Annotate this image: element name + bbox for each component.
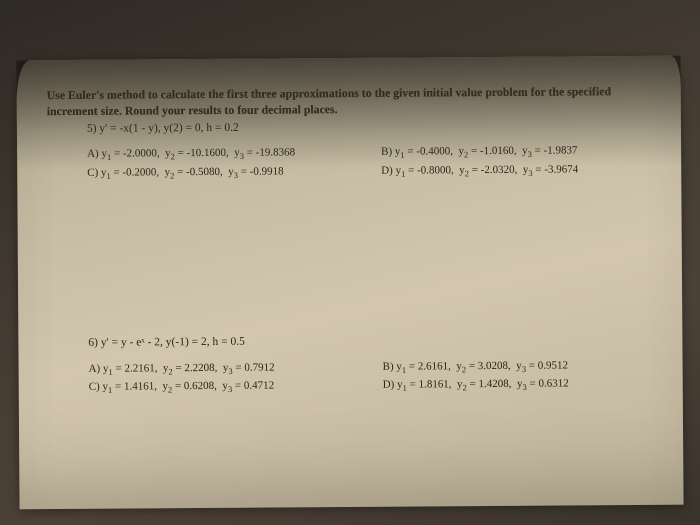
q6-b-label: B) (383, 360, 394, 372)
q6-a-y1: 2.2161 (124, 362, 154, 374)
q5-a-y1: -2.0000 (123, 148, 157, 160)
q6-b-y2: 3.0208 (478, 359, 508, 371)
q6-a-y3: 0.7912 (244, 361, 274, 373)
q5-d-y3: -3.9674 (544, 164, 578, 176)
q6-d-y1: 1.8161 (419, 379, 449, 391)
q5-b-label: B) (381, 146, 392, 158)
q6-option-c: C) y1 = 1.4161, y2 = 0.6208, y3 = 0.4712 (89, 378, 355, 395)
q5-b-y2: -1.0160 (480, 145, 514, 157)
q5-option-b: B) y1 = -0.4000, y2 = -1.0160, y3 = -1.9… (381, 143, 647, 160)
q5-options: A) y1 = -2.0000, y2 = -10.1600, y3 = -19… (87, 143, 647, 181)
q5-equation: y' = -x(1 - y), y(2) = 0, h = 0.2 (99, 122, 238, 135)
q5-c-y3: -0.9918 (250, 166, 284, 178)
q5-a-y2: -10.1600 (187, 147, 227, 159)
q6-b-y1: 2.6161 (418, 360, 448, 372)
worksheet-content: Use Euler's method to calculate the firs… (47, 84, 649, 395)
q5-number: 5) (87, 123, 97, 135)
q6-c-y2: 0.6208 (184, 380, 214, 392)
instructions-line1: Use Euler's method to calculate the firs… (47, 84, 611, 102)
q5-d-y2: -2.0320 (481, 164, 515, 176)
instructions-line2: increment size. Round your results to fo… (47, 102, 338, 118)
q6-c-y3: 0.4712 (244, 380, 274, 392)
q5-option-d: D) y1 = -0.8000, y2 = -2.0320, y3 = -3.9… (381, 162, 647, 179)
q5-b-y3: -1.9837 (544, 145, 578, 157)
q6-a-y2: 2.2208 (184, 362, 214, 374)
q6-options: A) y1 = 2.2161, y2 = 2.2208, y3 = 0.7912… (89, 357, 649, 395)
q6-option-b: B) y1 = 2.6161, y2 = 3.0208, y3 = 0.9512 (383, 357, 649, 374)
q5-option-c: C) y1 = -0.2000, y2 = -0.5080, y3 = -0.9… (87, 164, 353, 181)
q5-equation-line: 5) y' = -x(1 - y), y(2) = 0, h = 0.2 (87, 118, 647, 137)
worksheet-paper: Use Euler's method to calculate the firs… (16, 56, 683, 510)
q5-d-y1: -0.8000 (417, 164, 451, 176)
q5-a-label: A) (87, 148, 99, 160)
q5-c-y1: -0.2000 (122, 167, 156, 179)
q6-c-y1: 1.4161 (124, 381, 154, 393)
q5-c-y2: -0.5080 (186, 166, 220, 178)
q5-a-y3: -19.8368 (256, 147, 296, 159)
q5-b-y1: -0.4000 (416, 146, 450, 158)
q5-option-a: A) y1 = -2.0000, y2 = -10.1600, y3 = -19… (87, 145, 353, 162)
q6-a-label: A) (89, 362, 101, 374)
q6-option-a: A) y1 = 2.2161, y2 = 2.2208, y3 = 0.7912 (89, 360, 355, 377)
q6-equation: y' = y - eˣ - 2, y(-1) = 2, h = 0.5 (101, 336, 245, 349)
q6-d-label: D) (383, 379, 395, 391)
q5-c-label: C) (87, 167, 98, 179)
q6-d-y3: 0.6312 (538, 378, 568, 390)
q6-equation-line: 6) y' = y - eˣ - 2, y(-1) = 2, h = 0.5 (88, 332, 648, 351)
q5-d-label: D) (381, 165, 393, 177)
q6-c-label: C) (89, 381, 100, 393)
q6-d-y2: 1.4208 (478, 378, 508, 390)
photo-background: Use Euler's method to calculate the firs… (0, 0, 700, 525)
q6-option-d: D) y1 = 1.8161, y2 = 1.4208, y3 = 0.6312 (383, 376, 649, 393)
instructions: Use Euler's method to calculate the firs… (47, 84, 637, 120)
q6-number: 6) (88, 337, 98, 349)
q6-b-y3: 0.9512 (538, 359, 568, 371)
